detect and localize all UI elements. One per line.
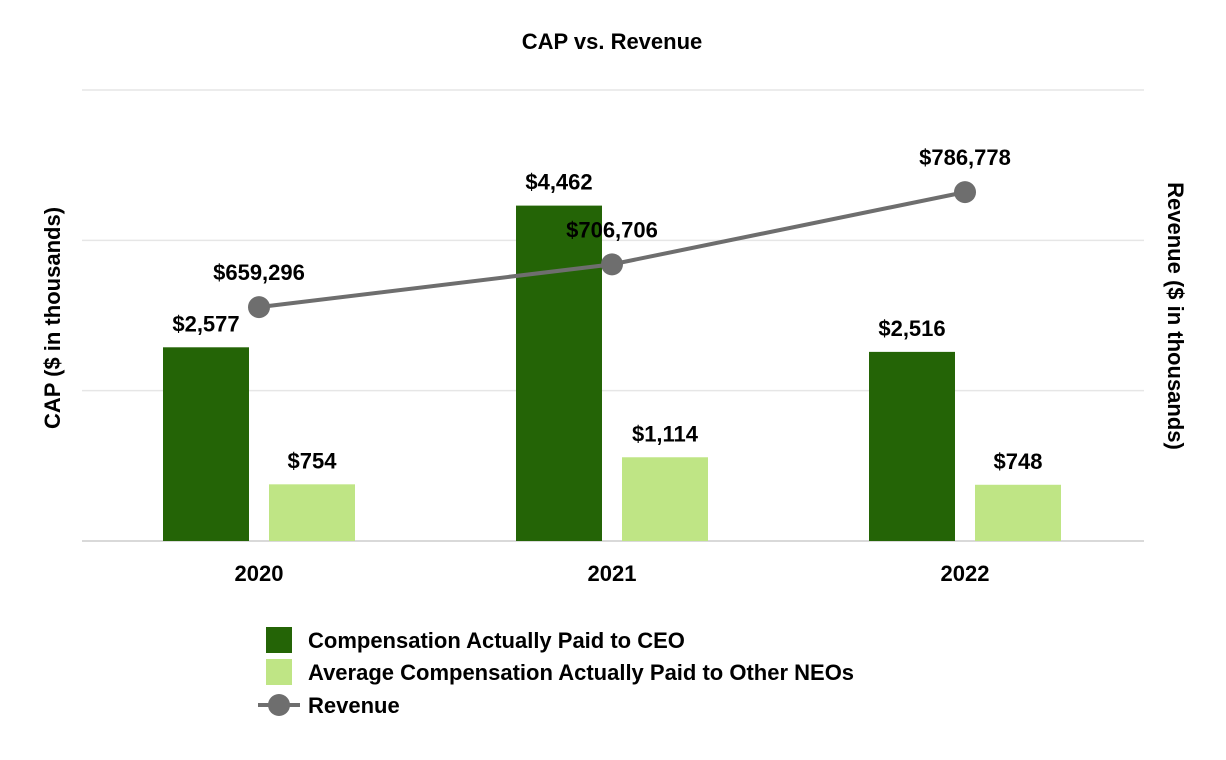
ceo-cap-bar-2020	[163, 347, 249, 541]
ceo-cap-label-2022: $2,516	[878, 316, 945, 341]
neo-cap-bar-2020	[269, 484, 355, 541]
revenue-line-group: $659,296 $706,706 $786,778	[213, 145, 1011, 319]
ceo-cap-bar-2021	[516, 205, 602, 542]
x-tick-2020: 2020	[235, 561, 284, 586]
legend-swatch-ceo	[266, 627, 292, 653]
revenue-line	[258, 190, 966, 310]
x-tick-2022: 2022	[941, 561, 990, 586]
revenue-label-2020: $659,296	[213, 260, 305, 285]
ceo-cap-bar-2022	[869, 351, 955, 541]
gridlines	[82, 89, 1144, 542]
legend: Compensation Actually Paid to CEO Average…	[258, 627, 854, 718]
neo-cap-bar-2022	[975, 484, 1061, 541]
legend-label-ceo: Compensation Actually Paid to CEO	[308, 628, 685, 653]
ceo-cap-label-2020: $2,577	[172, 311, 239, 336]
revenue-point-2022	[954, 181, 976, 204]
neo-cap-bar-2021	[622, 457, 708, 541]
y-axis-label: CAP ($ in thousands)	[40, 207, 65, 429]
revenue-point-2021	[601, 253, 623, 276]
revenue-label-2022: $786,778	[919, 145, 1011, 170]
neo-cap-label-2020: $754	[288, 448, 338, 473]
y2-axis-label: Revenue ($ in thousands)	[1163, 182, 1188, 450]
revenue-point-2020	[248, 296, 270, 319]
legend-label-neo: Average Compensation Actually Paid to Ot…	[308, 660, 854, 685]
revenue-label-2021: $706,706	[566, 217, 658, 242]
bars-group	[163, 205, 1061, 542]
bar-labels-group: $2,577 $4,462 $2,516 $754 $1,114 $748	[172, 170, 1042, 474]
x-tick-labels: 2020 2021 2022	[235, 561, 990, 586]
legend-swatch-revenue-marker	[268, 694, 290, 716]
legend-label-revenue: Revenue	[308, 693, 400, 718]
x-tick-2021: 2021	[588, 561, 637, 586]
legend-swatch-neo	[266, 659, 292, 685]
neo-cap-label-2022: $748	[994, 449, 1043, 474]
neo-cap-label-2021: $1,114	[632, 421, 699, 446]
ceo-cap-label-2021: $4,462	[525, 170, 592, 195]
chart-title: CAP vs. Revenue	[522, 29, 703, 54]
